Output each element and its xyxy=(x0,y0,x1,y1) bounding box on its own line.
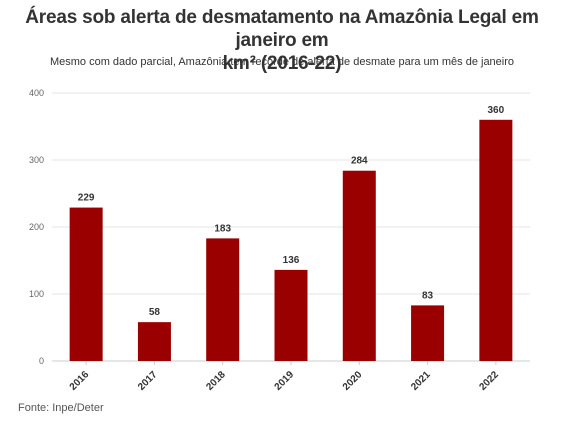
data-label: 284 xyxy=(351,156,368,167)
y-tick-label: 300 xyxy=(29,155,44,165)
y-tick-label: 200 xyxy=(29,222,44,232)
chart-title-line-1: Áreas sob alerta de desmatamento na Amaz… xyxy=(25,7,539,51)
data-label: 58 xyxy=(149,307,161,318)
bar xyxy=(274,269,308,361)
data-label: 229 xyxy=(78,193,95,204)
chart-title: Áreas sob alerta de desmatamento na Amaz… xyxy=(0,6,564,75)
x-tick-label: 2019 xyxy=(273,369,297,393)
x-tick-label: 2022 xyxy=(477,369,501,393)
bar xyxy=(342,170,376,361)
y-tick-label: 0 xyxy=(39,356,44,366)
chart-subtitle: Mesmo com dado parcial, Amazônia tem rec… xyxy=(49,56,515,68)
data-label: 83 xyxy=(422,290,434,301)
data-label: 360 xyxy=(488,105,505,116)
bar xyxy=(206,238,240,361)
x-tick-label: 2021 xyxy=(409,369,433,393)
x-tick-label: 2016 xyxy=(68,369,92,393)
x-tick-label: 2018 xyxy=(204,369,228,393)
x-tick-label: 2020 xyxy=(341,369,365,393)
chart-title-line-2: km² (2016-22) xyxy=(222,53,342,74)
data-label: 183 xyxy=(214,223,231,234)
data-label: 136 xyxy=(283,255,300,266)
x-tick-label: 2017 xyxy=(136,369,160,393)
bar xyxy=(479,119,513,361)
y-tick-label: 100 xyxy=(29,289,44,299)
bar xyxy=(137,322,171,361)
bar xyxy=(69,207,103,361)
source-note: Fonte: Inpe/Deter xyxy=(18,402,104,414)
bar xyxy=(411,305,445,361)
y-tick-label: 400 xyxy=(29,88,44,98)
